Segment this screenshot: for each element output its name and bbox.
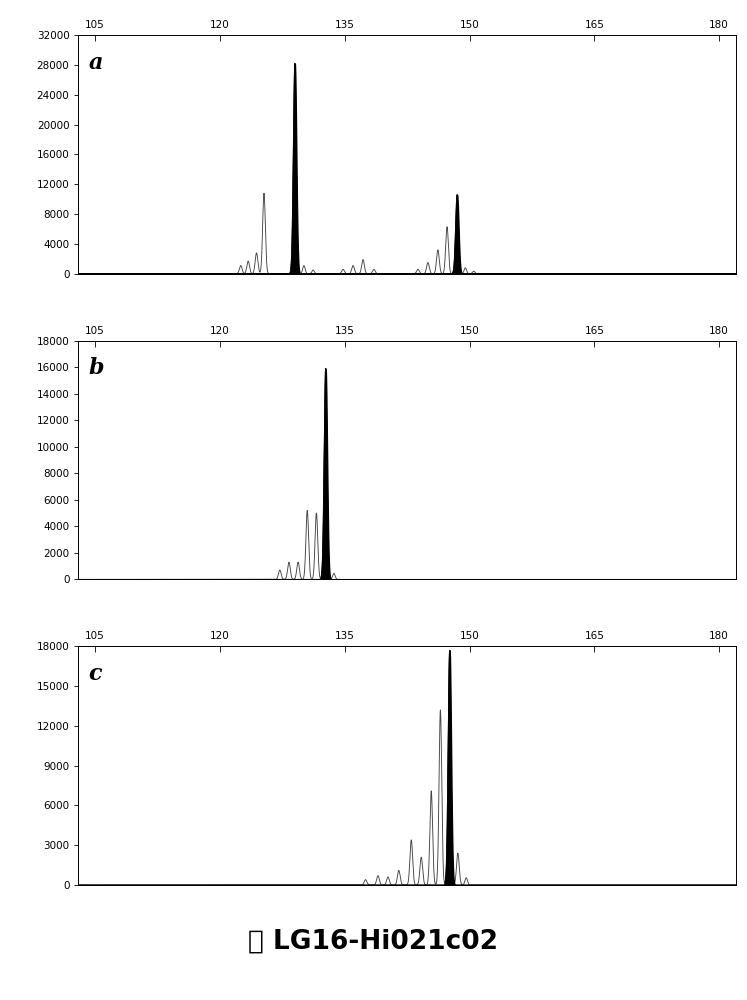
Text: 图 LG16-Hi021c02: 图 LG16-Hi021c02 bbox=[249, 929, 498, 955]
Text: c: c bbox=[88, 663, 102, 685]
Text: b: b bbox=[88, 357, 104, 379]
Text: a: a bbox=[88, 52, 102, 74]
